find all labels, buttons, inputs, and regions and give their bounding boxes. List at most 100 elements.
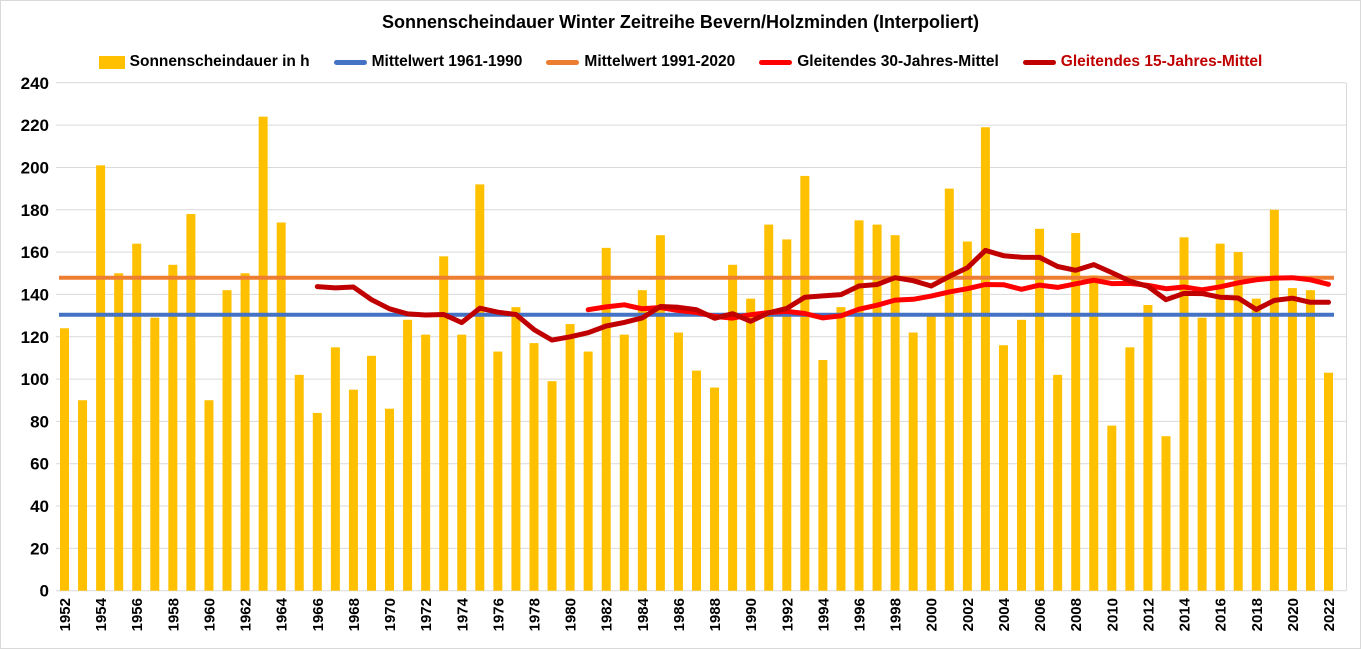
bar-1954 <box>96 165 106 591</box>
bar-1998 <box>890 235 900 591</box>
x-tick-label-1992: 1992 <box>779 598 796 631</box>
legend-item-mittelwert-1991-2020: Mittelwert 1991-2020 <box>546 53 735 71</box>
x-tick-label-1980: 1980 <box>563 598 580 631</box>
legend-swatch-gleitendes-30-jahres-mittel <box>759 59 793 65</box>
x-tick-label-1984: 1984 <box>635 597 652 631</box>
y-tick-label-60: 60 <box>30 455 49 474</box>
bar-1971 <box>403 319 413 591</box>
bar-2013 <box>1161 436 1171 591</box>
bar-2010 <box>1107 425 1117 591</box>
bar-2007 <box>1053 374 1063 591</box>
bar-1973 <box>439 256 449 591</box>
bar-1989 <box>728 264 738 591</box>
bar-1975 <box>475 184 485 591</box>
legend-label-mittelwert-1991-2020: Mittelwert 1991-2020 <box>584 53 736 70</box>
bar-2021 <box>1305 290 1315 591</box>
x-tick-label-1978: 1978 <box>526 598 543 631</box>
bar-2002 <box>962 241 972 591</box>
bar-1974 <box>457 334 467 591</box>
bar-1969 <box>366 355 376 591</box>
x-tick-label-1968: 1968 <box>346 598 363 631</box>
bar-1996 <box>854 220 864 591</box>
legend-swatch-mittelwert-1991-2020 <box>546 59 580 65</box>
x-tick-label-2010: 2010 <box>1104 598 1121 631</box>
x-tick-label-1986: 1986 <box>671 598 688 631</box>
bar-1961 <box>222 290 232 591</box>
y-tick-label-120: 120 <box>21 328 49 347</box>
bar-1968 <box>348 389 358 591</box>
bar-1983 <box>619 334 629 591</box>
bar-2000 <box>926 315 936 591</box>
x-tick-label-1996: 1996 <box>852 598 869 631</box>
x-tick-label-1958: 1958 <box>165 598 182 631</box>
bar-1986 <box>673 332 683 591</box>
bar-1992 <box>782 239 792 591</box>
bar-1959 <box>186 214 196 591</box>
bar-1964 <box>276 222 286 591</box>
legend-label-mittelwert-1961-1990: Mittelwert 1961-1990 <box>371 53 523 70</box>
x-tick-label-2022: 2022 <box>1321 598 1338 631</box>
legend-item-gleitendes-30-jahres-mittel: Gleitendes 30-Jahres-Mittel <box>759 53 999 71</box>
bar-1995 <box>836 307 846 591</box>
bar-2018 <box>1251 298 1261 591</box>
bar-2020 <box>1287 288 1297 591</box>
y-tick-label-100: 100 <box>21 370 49 389</box>
x-tick-label-1974: 1974 <box>454 597 471 631</box>
bar-1970 <box>385 408 395 591</box>
x-tick-label-2004: 2004 <box>996 597 1013 631</box>
bar-2001 <box>944 188 954 591</box>
line-gleitendes-15-jahres-mittel <box>314 247 1331 343</box>
bar-1994 <box>818 360 828 591</box>
bar-1993 <box>800 175 810 591</box>
bar-1990 <box>746 298 756 591</box>
x-tick-label-2016: 2016 <box>1213 598 1230 631</box>
x-tick-label-1990: 1990 <box>743 598 760 631</box>
x-tick-label-2002: 2002 <box>960 598 977 631</box>
x-tick-label-2006: 2006 <box>1032 598 1049 631</box>
legend-label-sonnenscheindauer: Sonnenscheindauer in h <box>129 53 310 70</box>
legend-label-gleitendes-15-jahres-mittel: Gleitendes 15-Jahres-Mittel <box>1060 53 1263 70</box>
x-tick-label-1994: 1994 <box>815 597 832 631</box>
bar-2019 <box>1269 209 1279 591</box>
bar-1963 <box>258 116 268 591</box>
x-tick-label-1972: 1972 <box>418 598 435 631</box>
bar-1999 <box>908 332 918 591</box>
x-tick-label-1976: 1976 <box>490 598 507 631</box>
bar-2012 <box>1143 305 1153 591</box>
bar-1991 <box>764 224 774 591</box>
x-tick-label-1960: 1960 <box>201 598 218 631</box>
x-tick-label-1964: 1964 <box>274 597 291 631</box>
bar-1957 <box>150 317 160 591</box>
chart-title: Sonnenscheindauer Winter Zeitreihe Bever… <box>382 12 979 32</box>
x-tick-label-1962: 1962 <box>238 598 255 631</box>
bar-1987 <box>691 370 701 591</box>
bar-2003 <box>980 127 990 591</box>
bar-1965 <box>294 374 304 591</box>
chart-legend: Sonnenscheindauer in h Mittelwert 1961-19… <box>1 53 1360 71</box>
bar-1985 <box>655 235 665 591</box>
bar-2006 <box>1035 228 1045 591</box>
bar-2008 <box>1071 233 1081 591</box>
legend-swatch-gleitendes-15-jahres-mittel <box>1022 59 1056 65</box>
bar-1997 <box>872 224 882 591</box>
bar-1977 <box>511 307 521 591</box>
x-tick-label-2000: 2000 <box>924 598 941 631</box>
legend-item-gleitendes-15-jahres-mittel: Gleitendes 15-Jahres-Mittel <box>1022 53 1263 71</box>
bar-1955 <box>114 273 124 591</box>
bar-1960 <box>204 400 214 591</box>
bar-1958 <box>168 264 178 591</box>
y-tick-label-40: 40 <box>30 497 49 516</box>
y-tick-label-140: 140 <box>21 285 49 304</box>
bar-1953 <box>78 400 88 591</box>
x-tick-label-1954: 1954 <box>93 597 110 631</box>
x-tick-label-1988: 1988 <box>707 598 724 631</box>
bar-1981 <box>583 351 593 591</box>
x-tick-label-1970: 1970 <box>382 598 399 631</box>
x-tick-label-1966: 1966 <box>310 598 327 631</box>
y-tick-label-200: 200 <box>21 158 49 177</box>
bar-1976 <box>493 351 503 591</box>
y-tick-label-0: 0 <box>40 582 49 601</box>
bar-1982 <box>601 247 611 591</box>
y-tick-label-240: 240 <box>21 74 49 93</box>
